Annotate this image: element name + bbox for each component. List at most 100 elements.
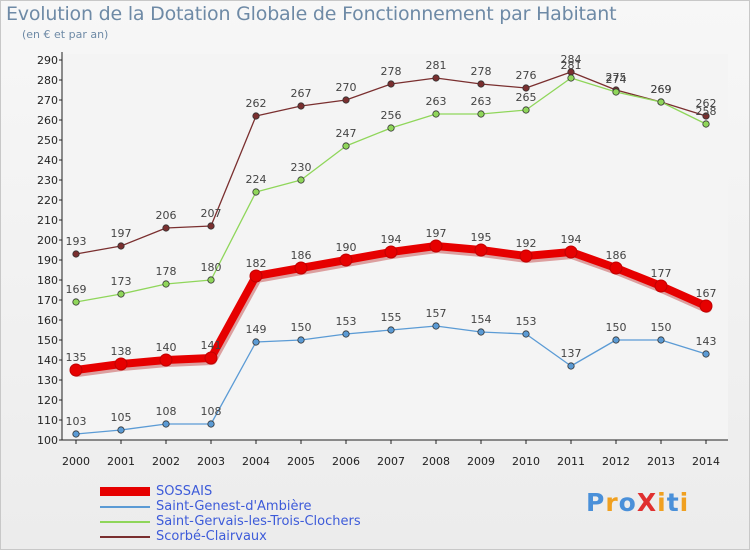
chart-title: Evolution de la Dotation Globale de Fonc… xyxy=(6,3,617,25)
data-point xyxy=(477,80,485,88)
data-label: 169 xyxy=(66,283,87,296)
data-point xyxy=(162,420,170,428)
chart-subtitle: (en € et par an) xyxy=(22,28,109,41)
data-point xyxy=(72,250,80,258)
y-tick-label: 170 xyxy=(37,294,58,307)
data-label: 281 xyxy=(426,59,447,72)
data-label: 195 xyxy=(471,231,492,244)
legend-swatch-sossais xyxy=(100,487,150,496)
y-tick-label: 270 xyxy=(37,94,58,107)
y-tick-label: 190 xyxy=(37,254,58,267)
data-point xyxy=(474,243,488,257)
data-point xyxy=(612,88,620,96)
data-point xyxy=(117,242,125,250)
data-label: 274 xyxy=(606,73,627,86)
data-point xyxy=(252,112,260,120)
data-point xyxy=(657,98,665,106)
data-point xyxy=(387,80,395,88)
data-label: 108 xyxy=(156,405,177,418)
x-tick-label: 2003 xyxy=(197,455,225,468)
x-tick-label: 2004 xyxy=(242,455,270,468)
data-point xyxy=(519,249,533,263)
x-tick-label: 2014 xyxy=(692,455,720,468)
data-point xyxy=(117,290,125,298)
data-label: 281 xyxy=(561,59,582,72)
data-label: 247 xyxy=(336,127,357,140)
data-label: 269 xyxy=(651,83,672,96)
data-label: 154 xyxy=(471,313,492,326)
data-label: 150 xyxy=(291,321,312,334)
x-tick-label: 2010 xyxy=(512,455,540,468)
y-tick-label: 220 xyxy=(37,194,58,207)
y-tick-label: 240 xyxy=(37,154,58,167)
x-tick-label: 2006 xyxy=(332,455,360,468)
data-point xyxy=(699,299,713,313)
data-label: 180 xyxy=(201,261,222,274)
data-label: 150 xyxy=(606,321,627,334)
data-point xyxy=(654,279,668,293)
y-tick-label: 280 xyxy=(37,74,58,87)
data-point xyxy=(429,239,443,253)
x-tick-label: 2001 xyxy=(107,455,135,468)
data-point xyxy=(204,351,218,365)
data-point xyxy=(69,363,83,377)
y-tick-label: 180 xyxy=(37,274,58,287)
logo-letter: o xyxy=(618,488,637,517)
data-point xyxy=(387,124,395,132)
data-point xyxy=(159,353,173,367)
y-tick-label: 110 xyxy=(37,414,58,427)
data-label: 270 xyxy=(336,81,357,94)
proxiti-logo: ProXiti xyxy=(586,488,689,517)
data-label: 197 xyxy=(111,227,132,240)
y-tick-label: 250 xyxy=(37,134,58,147)
data-label: 105 xyxy=(111,411,132,424)
data-point xyxy=(702,112,710,120)
data-point xyxy=(342,96,350,104)
data-label: 258 xyxy=(696,105,717,118)
legend-label-sossais: SOSSAIS xyxy=(156,484,213,499)
data-label: 224 xyxy=(246,173,267,186)
data-label: 182 xyxy=(246,257,267,270)
logo-letter: i xyxy=(679,488,690,517)
data-point xyxy=(294,261,308,275)
data-label: 149 xyxy=(246,323,267,336)
data-label: 153 xyxy=(336,315,357,328)
legend-swatch-saint-genest xyxy=(100,506,150,508)
y-tick-label: 130 xyxy=(37,374,58,387)
legend-swatch-scorbe xyxy=(100,536,150,538)
data-label: 194 xyxy=(561,233,582,246)
data-point xyxy=(297,102,305,110)
data-label: 278 xyxy=(381,65,402,78)
data-point xyxy=(567,362,575,370)
data-point xyxy=(564,245,578,259)
y-tick-label: 210 xyxy=(37,214,58,227)
data-label: 150 xyxy=(651,321,672,334)
data-point xyxy=(702,350,710,358)
y-tick-label: 290 xyxy=(37,54,58,67)
data-point xyxy=(117,426,125,434)
data-point xyxy=(207,420,215,428)
data-point xyxy=(342,330,350,338)
data-point xyxy=(339,253,353,267)
data-point xyxy=(72,430,80,438)
x-tick-label: 2005 xyxy=(287,455,315,468)
data-point xyxy=(342,142,350,150)
data-point xyxy=(657,336,665,344)
data-point xyxy=(72,298,80,306)
y-tick-label: 140 xyxy=(37,354,58,367)
x-tick-label: 2002 xyxy=(152,455,180,468)
data-label: 193 xyxy=(66,235,87,248)
data-label: 143 xyxy=(696,335,717,348)
data-label: 262 xyxy=(246,97,267,110)
data-label: 256 xyxy=(381,109,402,122)
data-point xyxy=(387,326,395,334)
data-label: 269 xyxy=(651,83,672,96)
legend-label-saint-gervais: Saint-Gervais-les-Trois-Clochers xyxy=(156,514,361,529)
x-tick-label: 2007 xyxy=(377,455,405,468)
data-label: 141 xyxy=(201,339,222,352)
data-point xyxy=(522,330,530,338)
data-point xyxy=(162,280,170,288)
data-label: 177 xyxy=(651,267,672,280)
data-point xyxy=(249,269,263,283)
